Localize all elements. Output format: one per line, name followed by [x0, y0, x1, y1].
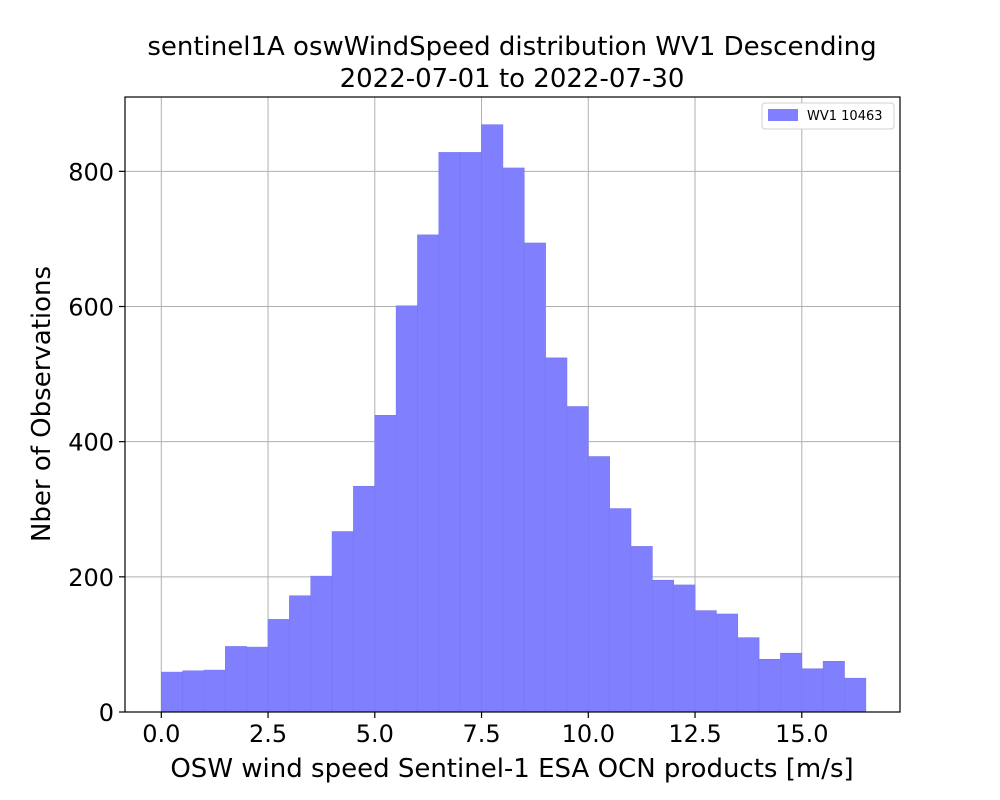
histogram-bar — [481, 124, 504, 713]
histogram-bar — [438, 152, 461, 713]
x-tick-label: 2.5 — [249, 720, 287, 748]
histogram-bar — [459, 152, 482, 713]
histogram-bar — [716, 613, 739, 713]
histogram-bar — [225, 646, 247, 713]
histogram-bars — [160, 124, 867, 713]
legend-swatch — [768, 109, 798, 121]
histogram-bar — [694, 610, 717, 713]
histogram-bar — [673, 584, 696, 713]
y-tick-label: 800 — [68, 158, 114, 186]
histogram-bar — [353, 485, 376, 713]
x-tick-label: 5.0 — [356, 720, 394, 748]
chart-title-line1: sentinel1A oswWindSpeed distribution WV1… — [147, 32, 876, 62]
x-tick-label: 0.0 — [142, 720, 180, 748]
histogram-bar — [844, 677, 867, 713]
histogram-bar — [609, 508, 632, 713]
legend: WV1 10463 — [761, 102, 895, 130]
histogram-bar — [523, 242, 546, 713]
histogram-bar — [801, 668, 824, 713]
histogram-bar — [310, 575, 333, 713]
histogram-bar — [566, 406, 589, 713]
histogram-bar — [246, 646, 269, 713]
x-axis-label: OSW wind speed Sentinel-1 ESA OCN produc… — [170, 754, 853, 784]
histogram-bar — [502, 167, 525, 713]
histogram-bar — [395, 305, 418, 713]
histogram-bar — [289, 595, 312, 713]
y-axis-label: Nber of Observations — [27, 266, 57, 542]
histogram-bar — [417, 234, 440, 713]
axis-ticks: 0.0 2.5 5.0 7.5 10.0 12.5 15.0 0 200 400 600 800 — [68, 158, 828, 748]
histogram-bar — [630, 546, 653, 713]
histogram-bar — [780, 652, 803, 713]
histogram-bar — [652, 579, 674, 713]
x-tick-label: 7.5 — [462, 720, 500, 748]
histogram-bar — [822, 661, 845, 713]
histogram-bar — [331, 531, 354, 713]
chart-title-line2: 2022-07-01 to 2022-07-30 — [340, 64, 685, 94]
histogram-bar — [182, 670, 205, 713]
histogram-bar — [203, 669, 226, 713]
y-tick-label: 0 — [99, 699, 114, 727]
x-tick-label: 10.0 — [562, 720, 615, 748]
y-tick-label: 600 — [68, 294, 114, 322]
histogram-bar — [737, 637, 760, 713]
x-tick-label: 15.0 — [775, 720, 828, 748]
histogram-bar — [374, 415, 397, 713]
histogram-bar — [587, 456, 610, 713]
histogram-bar — [545, 357, 568, 713]
histogram-bar — [160, 671, 183, 713]
plot-area-frame — [124, 96, 901, 713]
x-tick-label: 12.5 — [668, 720, 721, 748]
y-tick-label: 400 — [68, 429, 114, 457]
histogram-bar — [758, 658, 781, 713]
y-tick-label: 200 — [68, 564, 114, 592]
legend-label: WV1 10463 — [807, 109, 883, 124]
histogram-bar — [267, 619, 290, 713]
